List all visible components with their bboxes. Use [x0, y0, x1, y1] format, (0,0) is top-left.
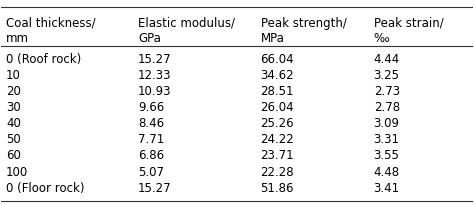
- Text: 3.55: 3.55: [374, 149, 400, 162]
- Text: 50: 50: [6, 133, 21, 146]
- Text: Coal thickness/
mm: Coal thickness/ mm: [6, 17, 96, 44]
- Text: 28.51: 28.51: [261, 85, 294, 98]
- Text: 5.07: 5.07: [138, 165, 164, 178]
- Text: 25.26: 25.26: [261, 117, 294, 130]
- Text: 6.86: 6.86: [138, 149, 164, 162]
- Text: 15.27: 15.27: [138, 53, 172, 66]
- Text: 22.28: 22.28: [261, 165, 294, 178]
- Text: 0 (Roof rock): 0 (Roof rock): [6, 53, 82, 66]
- Text: 51.86: 51.86: [261, 182, 294, 195]
- Text: 8.46: 8.46: [138, 117, 164, 130]
- Text: 40: 40: [6, 117, 21, 130]
- Text: 30: 30: [6, 101, 21, 114]
- Text: 26.04: 26.04: [261, 101, 294, 114]
- Text: 3.25: 3.25: [374, 69, 400, 82]
- Text: 3.41: 3.41: [374, 182, 400, 195]
- Text: 66.04: 66.04: [261, 53, 294, 66]
- Text: 2.73: 2.73: [374, 85, 400, 98]
- Text: Peak strength/
MPa: Peak strength/ MPa: [261, 17, 346, 44]
- Text: Elastic modulus/
GPa: Elastic modulus/ GPa: [138, 17, 235, 44]
- Text: 20: 20: [6, 85, 21, 98]
- Text: 10.93: 10.93: [138, 85, 172, 98]
- Text: 12.33: 12.33: [138, 69, 172, 82]
- Text: 3.09: 3.09: [374, 117, 400, 130]
- Text: 24.22: 24.22: [261, 133, 294, 146]
- Text: 9.66: 9.66: [138, 101, 164, 114]
- Text: 0 (Floor rock): 0 (Floor rock): [6, 182, 84, 195]
- Text: 34.62: 34.62: [261, 69, 294, 82]
- Text: 3.31: 3.31: [374, 133, 400, 146]
- Text: 4.44: 4.44: [374, 53, 400, 66]
- Text: Peak strain/
‰: Peak strain/ ‰: [374, 17, 443, 44]
- Text: 23.71: 23.71: [261, 149, 294, 162]
- Text: 15.27: 15.27: [138, 182, 172, 195]
- Text: 7.71: 7.71: [138, 133, 164, 146]
- Text: 2.78: 2.78: [374, 101, 400, 114]
- Text: 10: 10: [6, 69, 21, 82]
- Text: 60: 60: [6, 149, 21, 162]
- Text: 100: 100: [6, 165, 28, 178]
- Text: 4.48: 4.48: [374, 165, 400, 178]
